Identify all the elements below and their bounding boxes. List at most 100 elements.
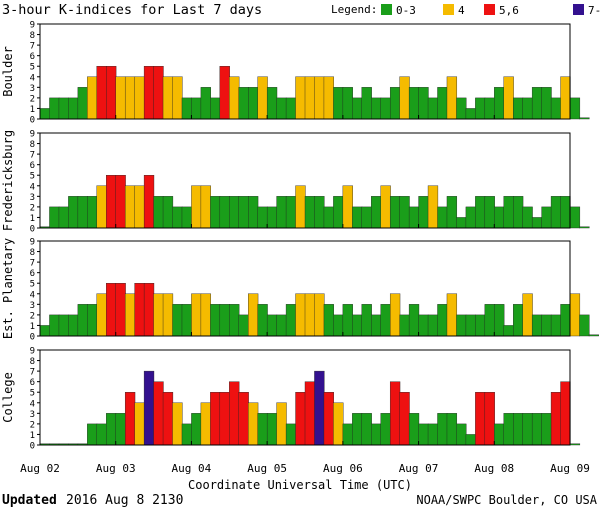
- bar: [352, 206, 363, 229]
- bar: [550, 392, 562, 446]
- bar: [210, 304, 221, 337]
- bar: [210, 196, 221, 229]
- bar: [399, 76, 410, 120]
- bar: [134, 283, 145, 337]
- bar: [550, 97, 562, 120]
- bar: [475, 392, 486, 446]
- bar: [106, 66, 117, 120]
- bar: [162, 76, 174, 120]
- bar: [87, 304, 98, 337]
- bar: [531, 217, 543, 229]
- bar: [427, 185, 439, 229]
- bar: [106, 283, 117, 337]
- bar: [541, 206, 552, 229]
- bar: [314, 196, 325, 229]
- bar: [276, 97, 287, 120]
- bar: [200, 185, 211, 229]
- y-tick-label: 7: [30, 259, 35, 269]
- y-tick-label: 9: [30, 238, 35, 248]
- bar: [371, 97, 382, 120]
- bar: [77, 87, 88, 120]
- bar: [58, 206, 69, 229]
- bar: [389, 293, 401, 337]
- bar: [257, 413, 268, 446]
- panel-frame: [39, 240, 571, 337]
- bar: [162, 293, 174, 337]
- bar: [248, 87, 259, 120]
- bar: [106, 413, 117, 446]
- bar: [77, 304, 88, 337]
- bar: [541, 314, 552, 337]
- bar: [333, 314, 344, 337]
- bar: [87, 76, 98, 120]
- bar: [333, 87, 344, 120]
- x-tick-label: Aug 03: [96, 462, 136, 475]
- bar: [323, 206, 334, 229]
- bar: [238, 314, 249, 337]
- bar: [352, 314, 363, 337]
- bar: [371, 423, 382, 446]
- bar: [314, 76, 325, 120]
- legend: Legend: 0-3 4 5,6 7-9: [331, 3, 600, 17]
- bar: [96, 423, 107, 446]
- bar: [238, 392, 249, 446]
- bar: [399, 314, 410, 337]
- y-tick-label: 5: [30, 389, 35, 399]
- bar: [579, 226, 590, 229]
- bar: [427, 97, 439, 120]
- x-axis-ticks: Aug 02 Aug 03 Aug 04 Aug 05 Aug 06 Aug 07 Aug …: [20, 462, 590, 475]
- bar: [304, 196, 316, 229]
- y-tick-label: 0: [30, 116, 35, 126]
- y-tick-label: 7: [30, 151, 35, 161]
- bar: [465, 314, 476, 337]
- bar: [342, 87, 353, 120]
- y-tick-label: 9: [30, 347, 35, 357]
- panels: 0123456789Boulder0123456789Fredericksbur…: [1, 21, 599, 452]
- bar: [96, 293, 107, 337]
- bar: [408, 413, 420, 446]
- bar: [219, 392, 230, 446]
- bar: [229, 304, 240, 337]
- bar: [266, 314, 278, 337]
- y-tick-label: 2: [30, 311, 35, 321]
- bar: [503, 196, 514, 229]
- y-tick-label: 5: [30, 172, 35, 182]
- x-tick-label: Aug 05: [247, 462, 287, 475]
- bar: [560, 76, 571, 120]
- bar: [494, 206, 505, 229]
- panel-label: Boulder: [1, 46, 15, 97]
- panel-frame: [39, 349, 571, 446]
- bar: [162, 392, 174, 446]
- bar: [238, 196, 249, 229]
- bar: [276, 314, 287, 337]
- bar: [295, 293, 306, 337]
- bar: [579, 314, 590, 337]
- bar: [560, 304, 571, 337]
- bar: [475, 196, 486, 229]
- bar: [314, 293, 325, 337]
- bar: [408, 304, 420, 337]
- bar: [550, 196, 562, 229]
- bar: [380, 97, 391, 120]
- bar: [503, 413, 514, 446]
- bar: [579, 117, 590, 120]
- legend-label-3: 7-9: [588, 4, 600, 17]
- bar: [569, 206, 581, 229]
- legend-label-1: 4: [458, 4, 465, 17]
- bar: [361, 413, 372, 446]
- bar: [276, 196, 287, 229]
- bar: [531, 314, 543, 337]
- bar: [191, 185, 202, 229]
- bar: [266, 413, 278, 446]
- y-tick-label: 3: [30, 84, 35, 94]
- bar: [229, 76, 240, 120]
- bar: [484, 304, 495, 337]
- bar: [115, 175, 126, 229]
- bar: [484, 392, 495, 446]
- bar: [134, 185, 145, 229]
- bar: [522, 413, 533, 446]
- bar: [541, 87, 552, 120]
- bar: [200, 87, 211, 120]
- x-tick-label: Aug 04: [172, 462, 212, 475]
